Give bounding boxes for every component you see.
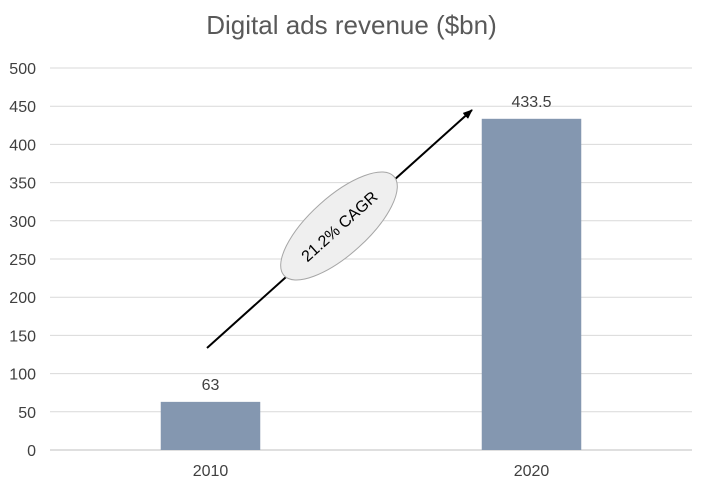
data-labels: 63 433.5 (202, 94, 552, 394)
x-tick-label: 2020 (514, 463, 550, 480)
chart-title: Digital ads revenue ($bn) (206, 10, 497, 40)
y-tick-label: 400 (9, 137, 36, 154)
y-axis-ticks: 0 50 100 150 200 250 300 350 400 450 500 (9, 61, 36, 460)
x-axis-ticks: 2010 2020 (193, 463, 550, 480)
bars (160, 118, 582, 450)
bar-2010 (160, 401, 261, 450)
y-tick-label: 0 (27, 443, 36, 460)
gridlines (50, 67, 692, 451)
data-label-2010: 63 (202, 377, 220, 394)
cagr-annotation: 21.2% CAGR (280, 171, 398, 281)
y-tick-label: 300 (9, 214, 36, 231)
y-tick-label: 350 (9, 176, 36, 193)
data-label-2020: 433.5 (511, 94, 551, 111)
y-tick-label: 500 (9, 61, 36, 78)
cagr-ellipse (280, 171, 398, 281)
x-tick-label: 2010 (193, 463, 229, 480)
y-tick-label: 150 (9, 328, 36, 345)
y-tick-label: 450 (9, 99, 36, 116)
y-tick-label: 200 (9, 290, 36, 307)
y-tick-label: 250 (9, 252, 36, 269)
y-tick-label: 100 (9, 367, 36, 384)
bar-2020 (481, 118, 582, 450)
y-tick-label: 50 (18, 405, 36, 422)
